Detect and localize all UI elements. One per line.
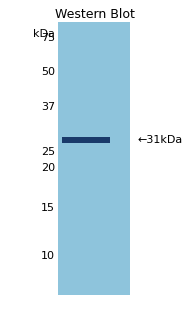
Text: 20: 20 — [41, 163, 55, 173]
Bar — [62, 137, 110, 143]
Text: 15: 15 — [41, 203, 55, 213]
Text: 10: 10 — [41, 251, 55, 261]
Text: 25: 25 — [41, 147, 55, 157]
Text: 37: 37 — [41, 102, 55, 112]
Text: Western Blot: Western Blot — [55, 8, 135, 21]
Text: kDa: kDa — [33, 29, 55, 39]
Text: 75: 75 — [41, 33, 55, 43]
Bar — [58, 22, 130, 295]
Text: 50: 50 — [41, 67, 55, 77]
Text: ←31kDa: ←31kDa — [138, 135, 183, 145]
